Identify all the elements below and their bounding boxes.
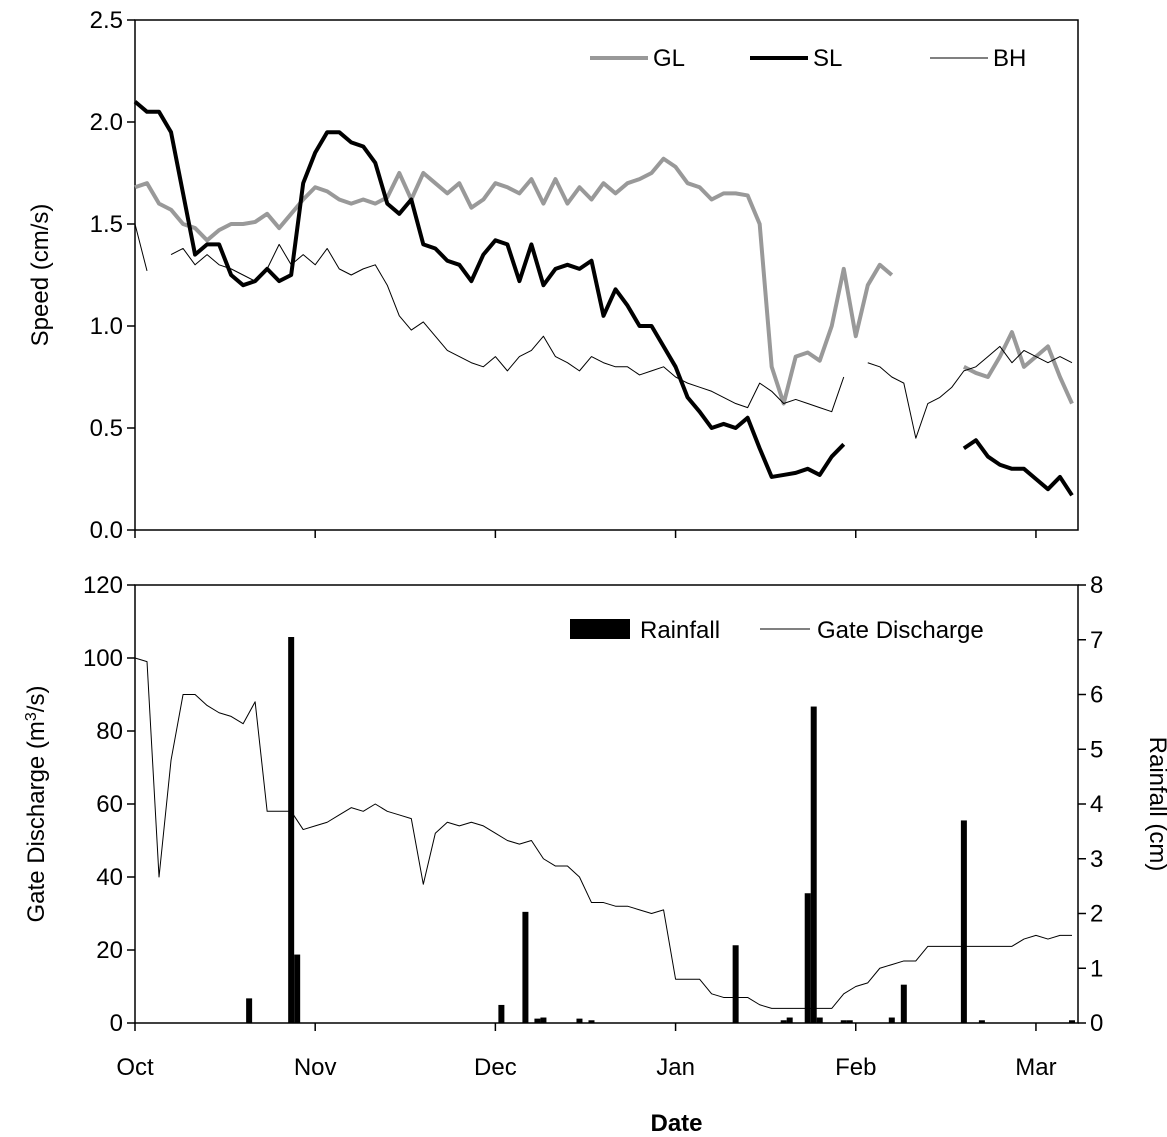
y-tick-label: 0.5 [90, 415, 123, 442]
bar [498, 1004, 505, 1023]
y2-tick-label: 6 [1090, 682, 1103, 709]
bar [978, 1020, 985, 1023]
y-tick-label: 0.0 [90, 517, 123, 544]
bar [522, 911, 529, 1023]
bar [804, 893, 811, 1023]
bar [900, 984, 907, 1023]
line [134, 657, 1072, 1009]
y-tick-label: 120 [83, 572, 123, 599]
bar [840, 1020, 847, 1023]
legend-label: Gate Discharge [817, 617, 984, 644]
x-axis-label: Date [650, 1110, 702, 1137]
legend-label: SL [813, 45, 842, 72]
x-tick-label: Nov [294, 1054, 337, 1081]
bar [888, 1017, 895, 1023]
y2-tick-label: 4 [1090, 791, 1103, 818]
y2-tick-label: 7 [1090, 627, 1103, 654]
y-axis-label-part: 3 [23, 712, 40, 721]
y-axis-label: Speed (cm/s) [27, 204, 54, 347]
line [134, 223, 1073, 439]
y2-tick-label: 1 [1090, 955, 1103, 982]
y-tick-label: 60 [96, 791, 123, 818]
y-tick-label: 20 [96, 937, 123, 964]
y2-tick-label: 2 [1090, 901, 1103, 928]
x-tick-label: Dec [474, 1054, 517, 1081]
bar [960, 820, 967, 1023]
y-tick-label: 80 [96, 718, 123, 745]
y2-tick-label: 5 [1090, 736, 1103, 763]
y-tick-label: 0 [110, 1010, 123, 1037]
y-tick-label: 2.0 [90, 109, 123, 136]
line [133, 100, 1074, 497]
bar [732, 945, 739, 1023]
y-axis-label-part: /s) [23, 686, 50, 713]
y2-axis-label: Rainfall (cm) [1144, 737, 1167, 872]
legend-label: BH [993, 45, 1026, 72]
legend-label: Rainfall [640, 617, 720, 644]
bar [588, 1020, 595, 1023]
bar [246, 998, 253, 1023]
x-tick-label: Jan [656, 1054, 695, 1081]
bar [534, 1018, 541, 1023]
y-axis-label-part: Gate Discharge (m [23, 721, 50, 922]
bar [540, 1017, 547, 1023]
legend-swatch [570, 619, 630, 639]
y-tick-label: 1.0 [90, 313, 123, 340]
y-axis-label: Gate Discharge (m3/s) [23, 686, 51, 923]
y2-tick-label: 3 [1090, 846, 1103, 873]
bar [780, 1020, 787, 1023]
bar [846, 1020, 853, 1023]
y-tick-label: 40 [96, 864, 123, 891]
plot-frame [134, 19, 1079, 531]
bar [810, 706, 817, 1023]
line [134, 156, 1074, 406]
bar [786, 1017, 793, 1023]
bar [816, 1017, 823, 1023]
y-tick-label: 1.5 [90, 211, 123, 238]
bar [1068, 1020, 1075, 1023]
y2-tick-label: 0 [1090, 1010, 1103, 1037]
y2-tick-label: 8 [1090, 572, 1103, 599]
plot-frame [134, 584, 1079, 1024]
bar [576, 1018, 583, 1023]
x-tick-label: Oct [116, 1054, 154, 1081]
legend-label: GL [653, 45, 685, 72]
y-tick-label: 2.5 [90, 7, 123, 34]
x-tick-label: Feb [835, 1054, 876, 1081]
x-tick-label: Mar [1015, 1054, 1056, 1081]
bar [294, 954, 301, 1023]
y-tick-label: 100 [83, 645, 123, 672]
bar [288, 637, 295, 1023]
